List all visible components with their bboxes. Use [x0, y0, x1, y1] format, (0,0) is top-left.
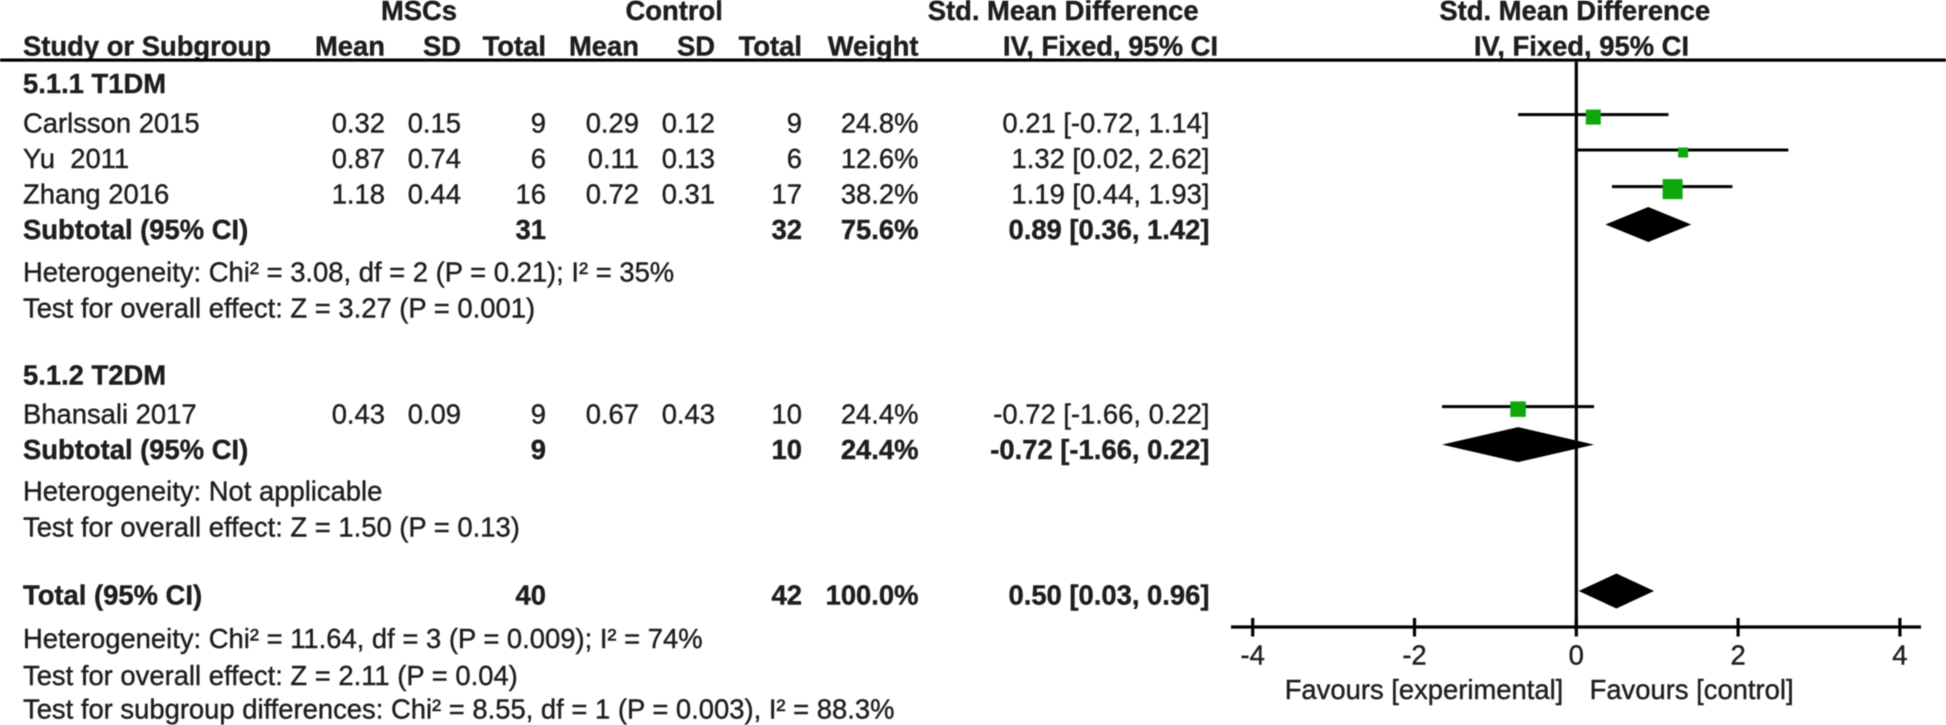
svg-text:Total: Total	[739, 31, 802, 62]
svg-text:IV, Fixed, 95% CI: IV, Fixed, 95% CI	[1474, 31, 1689, 62]
svg-text:1.19 [0.44, 1.93]: 1.19 [0.44, 1.93]	[1012, 178, 1210, 209]
svg-text:38.2%: 38.2%	[841, 178, 919, 209]
svg-text:17: 17	[772, 178, 802, 209]
svg-text:0.67: 0.67	[586, 398, 639, 429]
svg-text:1.32 [0.02, 2.62]: 1.32 [0.02, 2.62]	[1012, 143, 1210, 174]
svg-text:Bhansali 2017: Bhansali 2017	[23, 398, 197, 429]
svg-text:Test for overall effect: Z = 1: Test for overall effect: Z = 1.50 (P = 0…	[23, 511, 520, 542]
svg-text:Subtotal (95% CI): Subtotal (95% CI)	[23, 434, 248, 465]
svg-text:16: 16	[516, 178, 546, 209]
svg-text:MSCs: MSCs	[381, 0, 457, 26]
svg-text:9: 9	[531, 108, 546, 139]
svg-text:0.74: 0.74	[408, 143, 461, 174]
svg-text:75.6%: 75.6%	[841, 214, 919, 245]
svg-text:9: 9	[531, 398, 546, 429]
svg-text:Std. Mean Difference: Std. Mean Difference	[928, 0, 1199, 26]
svg-text:10: 10	[772, 398, 802, 429]
svg-text:0.87: 0.87	[332, 143, 385, 174]
svg-text:Heterogeneity: Chi² = 11.64, d: Heterogeneity: Chi² = 11.64, df = 3 (P =…	[23, 623, 703, 654]
svg-text:12.6%: 12.6%	[841, 143, 919, 174]
svg-text:6: 6	[531, 143, 546, 174]
svg-text:10: 10	[772, 434, 802, 465]
svg-text:0.21 [-0.72, 1.14]: 0.21 [-0.72, 1.14]	[1002, 108, 1209, 139]
svg-text:5.1.2 T2DM: 5.1.2 T2DM	[23, 359, 166, 390]
svg-text:0.29: 0.29	[586, 108, 639, 139]
svg-text:0.11: 0.11	[588, 143, 639, 174]
svg-text:0.43: 0.43	[662, 398, 715, 429]
svg-text:100.0%: 100.0%	[826, 579, 919, 610]
svg-text:5.1.1 T1DM: 5.1.1 T1DM	[23, 68, 166, 99]
svg-text:0.31: 0.31	[662, 178, 715, 209]
svg-text:Test for overall effect: Z = 3: Test for overall effect: Z = 3.27 (P = 0…	[23, 292, 535, 323]
svg-text:Test for overall effect: Z = 2: Test for overall effect: Z = 2.11 (P = 0…	[23, 660, 518, 691]
svg-text:SD: SD	[677, 31, 715, 62]
svg-text:Mean: Mean	[569, 31, 639, 62]
svg-text:Heterogeneity: Chi² = 3.08, df: Heterogeneity: Chi² = 3.08, df = 2 (P = …	[23, 256, 674, 287]
svg-text:0: 0	[1569, 640, 1584, 671]
svg-text:SD: SD	[423, 31, 461, 62]
svg-text:1.18: 1.18	[332, 178, 385, 209]
svg-text:42: 42	[772, 579, 802, 610]
svg-text:0.72: 0.72	[586, 178, 639, 209]
svg-text:31: 31	[516, 214, 546, 245]
svg-text:24.8%: 24.8%	[841, 108, 919, 139]
svg-text:0.32: 0.32	[332, 108, 385, 139]
svg-text:Favours [control]: Favours [control]	[1590, 674, 1794, 705]
svg-text:9: 9	[787, 108, 802, 139]
svg-text:2: 2	[1730, 640, 1745, 671]
svg-text:Total: Total	[483, 31, 546, 62]
svg-text:32: 32	[772, 214, 802, 245]
svg-text:Std. Mean Difference: Std. Mean Difference	[1439, 0, 1710, 26]
svg-text:0.44: 0.44	[408, 178, 461, 209]
svg-text:9: 9	[531, 434, 546, 465]
svg-text:0.15: 0.15	[408, 108, 461, 139]
svg-text:24.4%: 24.4%	[841, 398, 919, 429]
svg-text:0.89 [0.36, 1.42]: 0.89 [0.36, 1.42]	[1008, 214, 1209, 245]
svg-text:24.4%: 24.4%	[841, 434, 919, 465]
svg-text:0.13: 0.13	[662, 143, 715, 174]
svg-text:-2: -2	[1402, 640, 1426, 671]
svg-text:Favours [experimental]: Favours [experimental]	[1285, 674, 1564, 705]
svg-text:0.50 [0.03, 0.96]: 0.50 [0.03, 0.96]	[1008, 579, 1209, 610]
svg-text:Total (95% CI): Total (95% CI)	[23, 579, 202, 610]
svg-text:0.12: 0.12	[662, 108, 715, 139]
svg-text:-0.72 [-1.66, 0.22]: -0.72 [-1.66, 0.22]	[993, 398, 1209, 429]
svg-text:Zhang 2016: Zhang 2016	[23, 178, 169, 209]
svg-text:Control: Control	[626, 0, 723, 26]
svg-text:4: 4	[1892, 640, 1907, 671]
svg-text:6: 6	[787, 143, 802, 174]
svg-text:Subtotal (95% CI): Subtotal (95% CI)	[23, 214, 248, 245]
svg-text:40: 40	[516, 579, 546, 610]
svg-text:Mean: Mean	[315, 31, 385, 62]
svg-text:IV, Fixed, 95% CI: IV, Fixed, 95% CI	[1003, 31, 1218, 62]
svg-text:Yu 2011: Yu 2011	[23, 143, 129, 174]
svg-text:0.09: 0.09	[408, 398, 461, 429]
svg-text:0.43: 0.43	[332, 398, 385, 429]
svg-text:-0.72 [-1.66, 0.22]: -0.72 [-1.66, 0.22]	[990, 434, 1209, 465]
svg-text:Heterogeneity: Not applicable: Heterogeneity: Not applicable	[23, 475, 382, 506]
svg-text:Study or Subgroup: Study or Subgroup	[23, 31, 271, 62]
svg-text:Carlsson 2015: Carlsson 2015	[23, 108, 200, 139]
svg-text:Test for subgroup differences:: Test for subgroup differences: Chi² = 8.…	[23, 694, 894, 725]
svg-text:-4: -4	[1241, 640, 1265, 671]
svg-text:Weight: Weight	[828, 31, 919, 62]
